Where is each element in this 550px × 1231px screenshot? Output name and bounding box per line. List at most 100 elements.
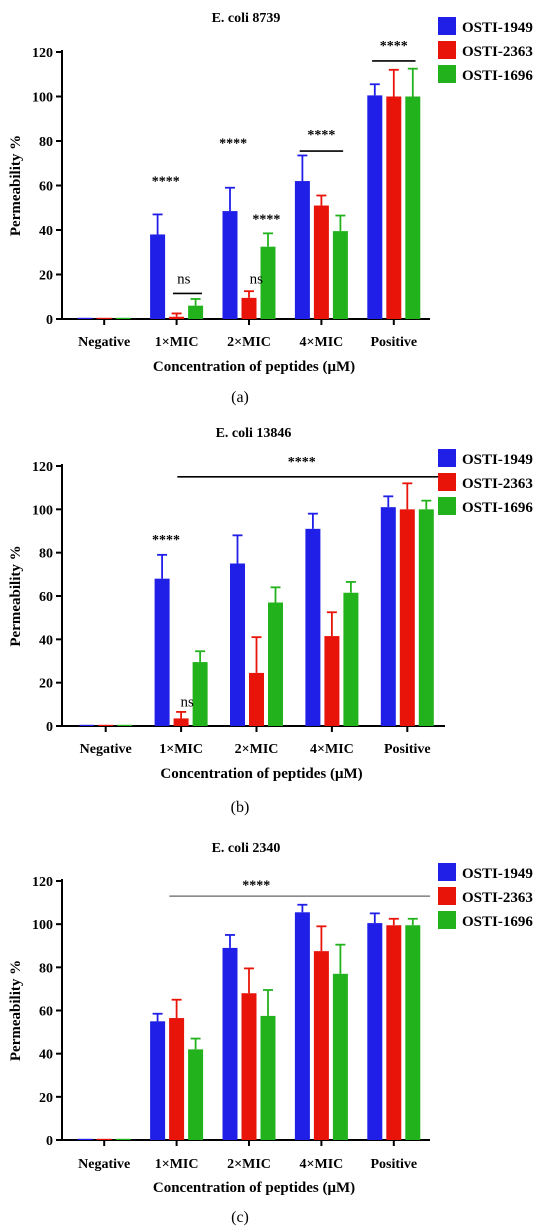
legend-swatch	[438, 41, 456, 59]
legend: OSTI-1949 OSTI-2363 OSTI-1696	[438, 17, 533, 84]
y-tick-label: 120	[32, 46, 53, 61]
bar	[260, 1015, 276, 1140]
bar	[77, 317, 93, 319]
y-tick-label: 20	[39, 269, 53, 284]
legend-swatch	[438, 449, 456, 467]
significance-label: ****	[152, 175, 180, 190]
bar	[405, 96, 421, 319]
bar	[96, 317, 112, 319]
legend-swatch	[438, 473, 456, 491]
x-tick-label: 4×MIC	[310, 742, 354, 757]
legend-label: OSTI-1696	[462, 914, 533, 930]
figure-caption: (b)	[231, 799, 250, 816]
y-axis-label: Permeability %	[8, 960, 24, 1061]
y-tick-label: 100	[32, 918, 53, 933]
bar	[343, 592, 359, 726]
bar	[222, 211, 238, 319]
significance-label: ****	[307, 128, 335, 143]
bar	[222, 947, 238, 1140]
legend-label: OSTI-2363	[462, 476, 533, 492]
x-tick-label: 1×MIC	[155, 335, 199, 350]
y-tick-label: 120	[32, 460, 53, 475]
chart-panel-0: E. coli 8739 0 20 40 60 80 100 120 Permeability …	[8, 11, 533, 406]
legend-swatch	[438, 17, 456, 35]
y-tick-label: 20	[39, 1091, 53, 1106]
bar	[173, 718, 189, 726]
legend: OSTI-1949 OSTI-2363 OSTI-1696	[438, 449, 533, 516]
bar	[117, 724, 133, 726]
bar	[313, 205, 329, 319]
x-tick-label: 1×MIC	[159, 742, 203, 757]
bar	[418, 509, 434, 726]
significance-label: ****	[380, 39, 408, 54]
legend-label: OSTI-1696	[462, 500, 533, 516]
bar	[380, 507, 396, 726]
significance-label: ns	[177, 271, 191, 287]
bar	[96, 1138, 112, 1140]
chart-title: E. coli 2340	[212, 841, 281, 856]
bar	[386, 925, 402, 1140]
bar	[79, 724, 95, 726]
bar	[294, 912, 310, 1140]
significance-label: ****	[242, 879, 270, 894]
y-tick-label: 0	[46, 720, 53, 735]
y-tick-label: 100	[32, 91, 53, 106]
bar	[188, 305, 204, 319]
bar	[268, 602, 283, 726]
x-tick-label: Positive	[384, 742, 431, 757]
bar	[305, 528, 321, 726]
bar	[77, 1138, 93, 1140]
legend-swatch	[438, 497, 456, 515]
y-tick-label: 80	[39, 547, 53, 562]
x-tick-label: Positive	[370, 1157, 417, 1172]
figure-caption: (c)	[231, 1209, 249, 1226]
bar	[313, 951, 329, 1140]
bar	[386, 96, 402, 319]
legend-swatch	[438, 887, 456, 905]
x-tick-label: 2×MIC	[227, 1157, 271, 1172]
chart-title: E. coli 8739	[212, 11, 281, 26]
significance-label: ****	[288, 455, 316, 470]
legend-swatch	[438, 863, 456, 881]
legend-label: OSTI-1949	[462, 866, 533, 882]
bar	[249, 672, 264, 726]
x-tick-label: 4×MIC	[300, 1157, 344, 1172]
bar	[115, 317, 131, 319]
y-tick-label: 60	[39, 1005, 53, 1020]
bar	[294, 181, 310, 319]
y-tick-label: 0	[46, 1134, 53, 1149]
y-tick-label: 40	[39, 1048, 53, 1063]
x-axis-label: Concentration of peptides (μM)	[153, 1180, 355, 1196]
bar	[188, 1049, 204, 1140]
x-tick-label: 1×MIC	[155, 1157, 199, 1172]
y-tick-label: 60	[39, 590, 53, 605]
bar	[399, 509, 415, 726]
significance-label: ns	[250, 271, 264, 287]
chart-panel-2: E. coli 2340 0 20 40 60 80 100 120 Permeability …	[8, 841, 533, 1226]
y-tick-label: 0	[46, 313, 53, 328]
chart-panel-1: E. coli 13846 0 20 40 60 80 100 120 Permeability…	[8, 426, 533, 816]
bar	[332, 231, 348, 319]
y-axis-label: Permeability %	[8, 135, 24, 236]
legend-label: OSTI-1949	[462, 20, 533, 36]
x-tick-label: Negative	[80, 742, 132, 757]
legend-label: OSTI-2363	[462, 44, 533, 60]
significance-label: ns	[180, 695, 194, 711]
chart-title: E. coli 13846	[216, 426, 292, 441]
bar	[154, 578, 170, 726]
x-tick-label: 4×MIC	[300, 335, 344, 350]
significance-label: ****	[152, 533, 180, 548]
legend-label: OSTI-2363	[462, 890, 533, 906]
bar	[169, 316, 185, 319]
y-tick-label: 40	[39, 224, 53, 239]
x-axis-label: Concentration of peptides (μM)	[153, 359, 355, 375]
significance-label: ****	[219, 137, 247, 152]
bar	[241, 297, 257, 319]
bar	[98, 724, 114, 726]
legend-swatch	[438, 911, 456, 929]
bar	[192, 662, 208, 726]
bar	[260, 246, 276, 319]
legend-label: OSTI-1949	[462, 452, 533, 468]
bar	[367, 923, 383, 1140]
